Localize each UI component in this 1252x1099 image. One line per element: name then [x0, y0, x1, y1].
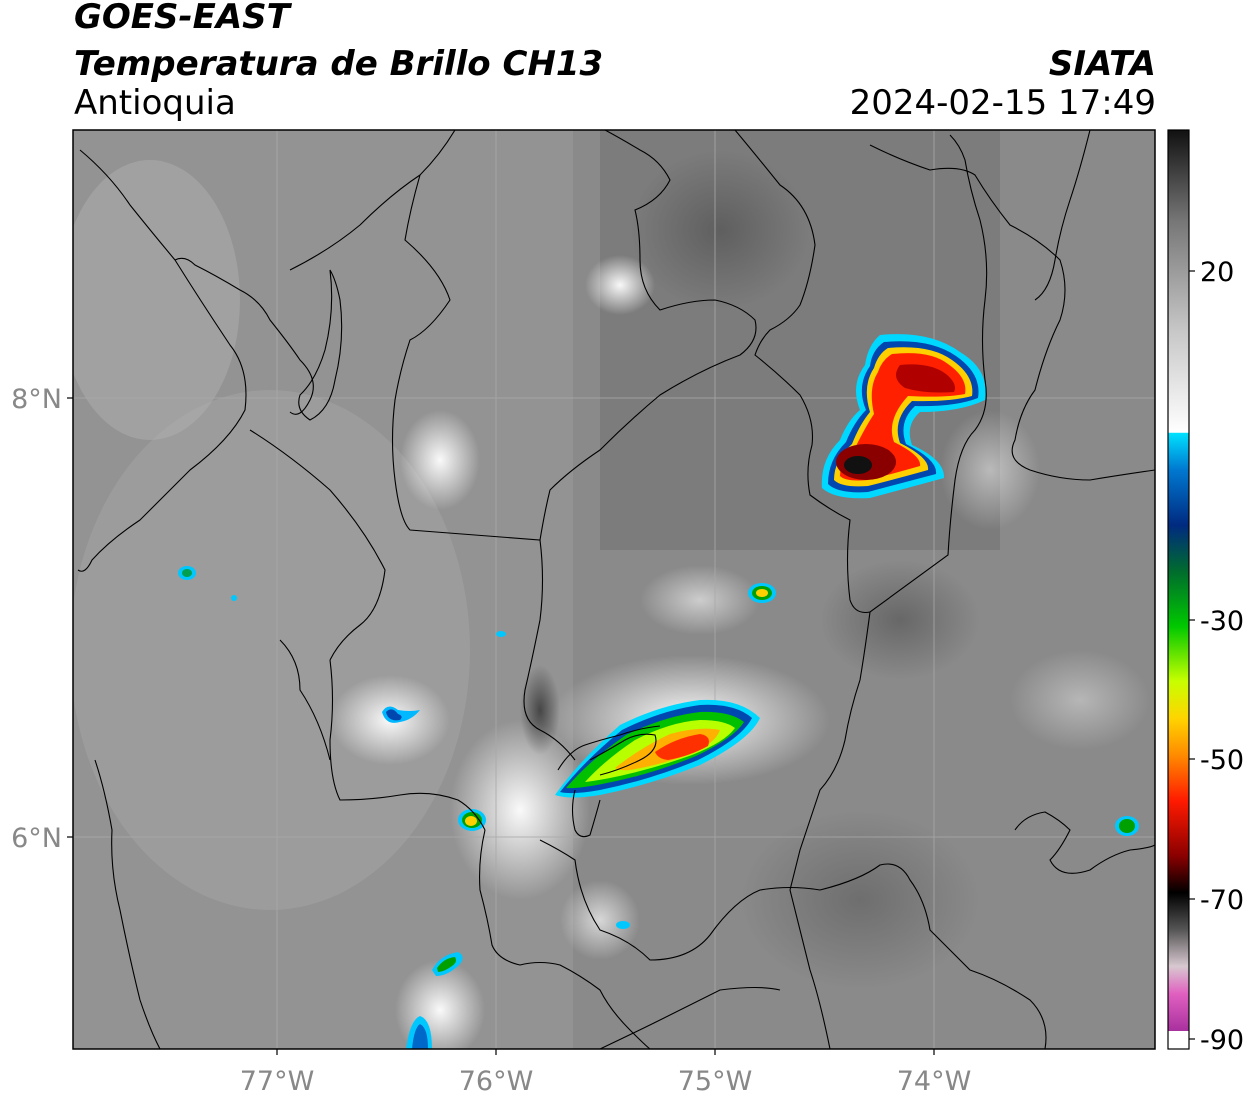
colorbar-gradient: [1168, 130, 1189, 1049]
colorbar-min-swatch: [1168, 1031, 1189, 1049]
colorbar-tick-label: -90: [1200, 1025, 1244, 1056]
lat-label: 8°N: [11, 384, 62, 415]
lon-label: 75°W: [678, 1066, 753, 1097]
map-ticks: [67, 397, 935, 1055]
satellite-title: GOES-EAST: [74, 0, 290, 37]
lon-label: 74°W: [897, 1066, 972, 1097]
organization-label: SIATA: [1048, 44, 1156, 84]
axis-labels: 77°W 76°W 75°W 74°W 8°N 6°N: [11, 384, 971, 1097]
small-storm-cells: [178, 566, 1139, 1049]
map-frame: [72, 129, 1156, 1050]
storm-cell-northeast: [821, 334, 986, 499]
colorbar-frame: [1167, 129, 1190, 1050]
product-title: Temperatura de Brillo CH13: [74, 44, 604, 84]
datetime-label: 2024-02-15 17:49: [849, 83, 1156, 123]
lon-label: 77°W: [240, 1066, 315, 1097]
colorbar-tick-label: -70: [1200, 885, 1244, 916]
region-label: Antioquia: [74, 83, 236, 123]
satellite-image: [73, 130, 1155, 1049]
colorbar-tick-label: -30: [1200, 606, 1244, 637]
lat-label: 6°N: [11, 823, 62, 854]
colorbar-tick-label: -50: [1200, 745, 1244, 776]
political-borders: [77, 130, 1155, 1049]
lon-label: 76°W: [459, 1066, 534, 1097]
colorbar: 20 -30 -50 -70 -90: [1167, 129, 1244, 1056]
colorbar-tick-label: 20: [1200, 257, 1234, 288]
